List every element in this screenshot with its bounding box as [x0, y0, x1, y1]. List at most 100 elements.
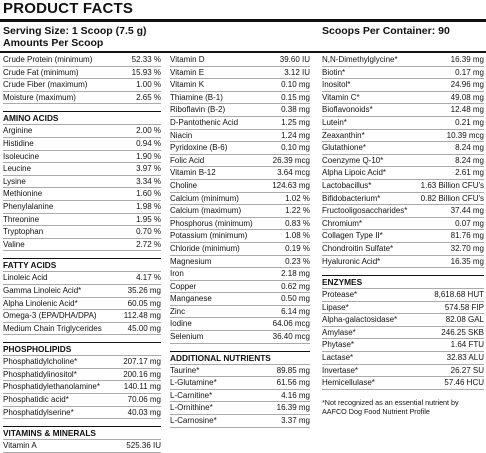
nutrient-name: Phosphatidylinositol*	[3, 369, 77, 379]
nutrient-name: Vitamin A	[3, 441, 37, 451]
nutrient-row: Vitamin K 0.10 mg	[170, 79, 310, 92]
nutrient-name: Collagen Type II*	[322, 231, 383, 241]
nutrient-row: L-Glutamine* 61.56 mg	[170, 377, 310, 390]
column: N,N-Dimethylglycine* 16.39 mg Biotin* 0.17 …	[322, 54, 484, 416]
nutrient-amount: 57.46 HCU	[444, 378, 484, 388]
section-heading: ADDITIONAL NUTRIENTS	[170, 350, 310, 365]
nutrient-amount: 574.58 FIP	[444, 302, 484, 312]
nutrient-row: Methionine 1.60 %	[3, 188, 161, 201]
nutrient-row: Linoleic Acid 4.17 %	[3, 272, 161, 285]
nutrient-row: N,N-Dimethylglycine* 16.39 mg	[322, 54, 484, 67]
nutrient-row: Collagen Type II* 81.76 mg	[322, 230, 484, 243]
nutrient-name: Threonine	[3, 214, 40, 224]
nutrient-amount: 1.63 Billion CFU's	[420, 180, 484, 190]
section-heading: ENZYMES	[322, 275, 484, 290]
nutrient-row: Glutathione* 8.24 mg	[322, 142, 484, 155]
nutrient-name: Linoleic Acid	[3, 273, 48, 283]
nutrient-amount: 112.48 mg	[123, 311, 161, 321]
serving-size: Serving Size: 1 Scoop (7.5 g)	[3, 25, 147, 37]
section-heading: AMINO ACIDS	[3, 111, 161, 126]
nutrient-row: Histidine 0.94 %	[3, 138, 161, 151]
nutrient-amount: 0.17 mg	[455, 67, 484, 77]
nutrient-name: Alpha Linolenic Acid*	[3, 298, 78, 308]
amounts: Amounts Per Scoop	[3, 37, 104, 49]
nutrient-row: Taurine* 89.85 mg	[170, 365, 310, 378]
nutrient-row: Pyridoxine (B-6) 0.10 mg	[170, 142, 310, 155]
nutrient-amount: 16.39 mg	[276, 403, 310, 413]
nutrient-row: Alpha Linolenic Acid* 60.05 mg	[3, 298, 161, 311]
nutrient-amount: 0.94 %	[136, 138, 161, 148]
nutrient-row: Magnesium 0.23 %	[170, 256, 310, 269]
nutrient-row: Chondroitin Sulfate* 32.70 mg	[322, 243, 484, 256]
nutrient-amount: 16.35 mg	[450, 256, 484, 266]
nutrient-amount: 1.22 %	[285, 206, 310, 216]
nutrient-amount: 1.00 %	[136, 80, 161, 90]
nutrient-amount: 0.10 mg	[281, 143, 310, 153]
nutrient-name: Thiamine (B-1)	[170, 92, 223, 102]
nutrient-row: Leucine 3.97 %	[3, 163, 161, 176]
nutrient-name: Methionine	[3, 189, 43, 199]
nutrient-name: Lutein*	[322, 117, 347, 127]
nutrient-amount: 1.95 %	[136, 214, 161, 224]
nutrient-amount: 1.08 %	[285, 231, 310, 241]
nutrient-amount: 10.39 mcg	[446, 130, 484, 140]
column: Vitamin D 39.60 IU Vitamin E 3.12 IU Vitamin…	[170, 54, 310, 428]
nutrient-name: Calcium (minimum)	[170, 193, 239, 203]
nutrient-name: Chondroitin Sulfate*	[322, 243, 394, 253]
nutrient-name: L-Carnosine*	[170, 416, 217, 426]
nutrient-row: Lutein* 0.21 mg	[322, 117, 484, 130]
nutrient-row: Lipase* 574.58 FIP	[322, 302, 484, 315]
nutrient-amount: 2.18 mg	[281, 269, 310, 279]
nutrient-amount: 24.96 mg	[450, 80, 484, 90]
nutrient-name: Zeaxanthin*	[322, 130, 365, 140]
nutrient-row: Bioflavonoids* 12.48 mg	[322, 104, 484, 117]
nutrient-name: Amylase*	[322, 327, 356, 337]
nutrient-amount: 1.02 %	[285, 193, 310, 203]
nutrient-row: Vitamin D 39.60 IU	[170, 54, 310, 67]
nutrient-amount: 45.00 mg	[127, 323, 161, 333]
nutrient-amount: 15.93 %	[131, 67, 161, 77]
nutrient-amount: 12.48 mg	[450, 105, 484, 115]
nutrient-amount: 3.64 mcg	[277, 168, 310, 178]
nutrient-row: Alpha Lipoic Acid* 2.61 mg	[322, 167, 484, 180]
nutrient-row: Biotin* 0.17 mg	[322, 67, 484, 80]
nutrient-row: Isoleucine 1.90 %	[3, 151, 161, 164]
nutrient-amount: 8.24 mg	[455, 143, 484, 153]
nutrient-amount: 89.85 mg	[276, 365, 310, 375]
nutrient-amount: 0.15 mg	[281, 92, 310, 102]
nutrient-amount: 2.00 %	[136, 126, 161, 136]
nutrient-name: Alpha-galactosidase*	[322, 315, 398, 325]
nutrient-row: Crude Fat (minimum) 15.93 %	[3, 67, 161, 80]
nutrient-amount: 1.25 mg	[281, 117, 310, 127]
nutrient-row: Phosphatidylinositol* 200.16 mg	[3, 369, 161, 382]
nutrient-amount: 40.03 mg	[127, 407, 161, 417]
nutrient-row: Hemicellulase* 57.46 HCU	[322, 377, 484, 390]
nutrient-name: Biotin*	[322, 67, 346, 77]
nutrient-amount: 200.16 mg	[123, 369, 161, 379]
rule	[0, 51, 486, 53]
nutrient-name: Chloride (minimum)	[170, 243, 240, 253]
nutrient-row: Moisture (maximum) 2.65 %	[3, 92, 161, 105]
nutrient-row: Folic Acid 26.39 mcg	[170, 155, 310, 168]
nutrient-name: Potassium (minimum)	[170, 231, 248, 241]
nutrient-amount: 60.05 mg	[127, 298, 161, 308]
section-heading: VITAMINS & MINERALS	[3, 426, 161, 441]
nutrient-name: Choline	[170, 180, 198, 190]
title: PRODUCT FACTS	[3, 0, 134, 17]
nutrient-name: Vitamin C*	[322, 92, 360, 102]
nutrient-amount: 2.72 %	[136, 239, 161, 249]
scoops: Scoops Per Container: 90	[322, 25, 450, 37]
nutrient-name: Inositol*	[322, 80, 351, 90]
nutrient-name: Tryptophan	[3, 227, 44, 237]
nutrient-name: Crude Fiber (maximum)	[3, 80, 88, 90]
nutrient-row: L-Ornithine* 16.39 mg	[170, 402, 310, 416]
nutrient-row: Zeaxanthin* 10.39 mcg	[322, 130, 484, 143]
nutrient-name: L-Ornithine*	[170, 403, 213, 413]
nutrient-row: Choline 124.63 mg	[170, 180, 310, 193]
nutrient-amount: 207.17 mg	[123, 357, 161, 367]
nutrient-name: Isoleucine	[3, 151, 40, 161]
nutrient-name: Manganese	[170, 294, 212, 304]
nutrient-amount: 0.83 %	[285, 218, 310, 228]
nutrient-name: Vitamin B-12	[170, 168, 216, 178]
nutrient-row: Fructooligosaccharides* 37.44 mg	[322, 205, 484, 218]
